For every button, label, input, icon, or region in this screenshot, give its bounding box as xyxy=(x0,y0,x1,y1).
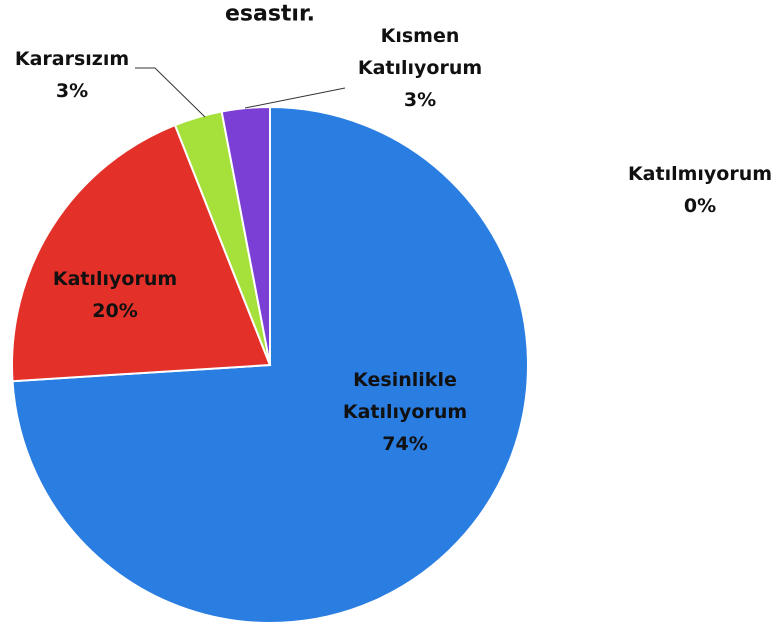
leader-line xyxy=(135,67,206,118)
slice-label: Kısmen Katılıyorum 3% xyxy=(345,20,495,116)
category-label: Kısmen Katılıyorum xyxy=(357,25,483,79)
slice-label: Katılmıyorum 0% xyxy=(600,158,784,222)
value-label: 3% xyxy=(403,89,437,111)
leader-line xyxy=(244,87,346,109)
value-label: 20% xyxy=(92,300,138,322)
slice-label: Katılıyorum 20% xyxy=(40,263,190,327)
category-label: Kesinlikle Katılıyorum xyxy=(342,369,468,423)
slice-label: Kararsızım 3% xyxy=(0,43,147,107)
category-label: Katılıyorum xyxy=(52,268,178,290)
pie-slice xyxy=(11,123,272,383)
chart-title: esastır. xyxy=(224,1,316,27)
category-label: Kararsızım xyxy=(14,48,130,70)
value-label: 0% xyxy=(683,195,717,217)
value-label: 74% xyxy=(382,433,428,455)
slice-label: Kesinlikle Katılıyorum 74% xyxy=(330,364,480,460)
category-label: Katılmıyorum xyxy=(627,163,773,185)
value-label: 3% xyxy=(55,80,89,102)
